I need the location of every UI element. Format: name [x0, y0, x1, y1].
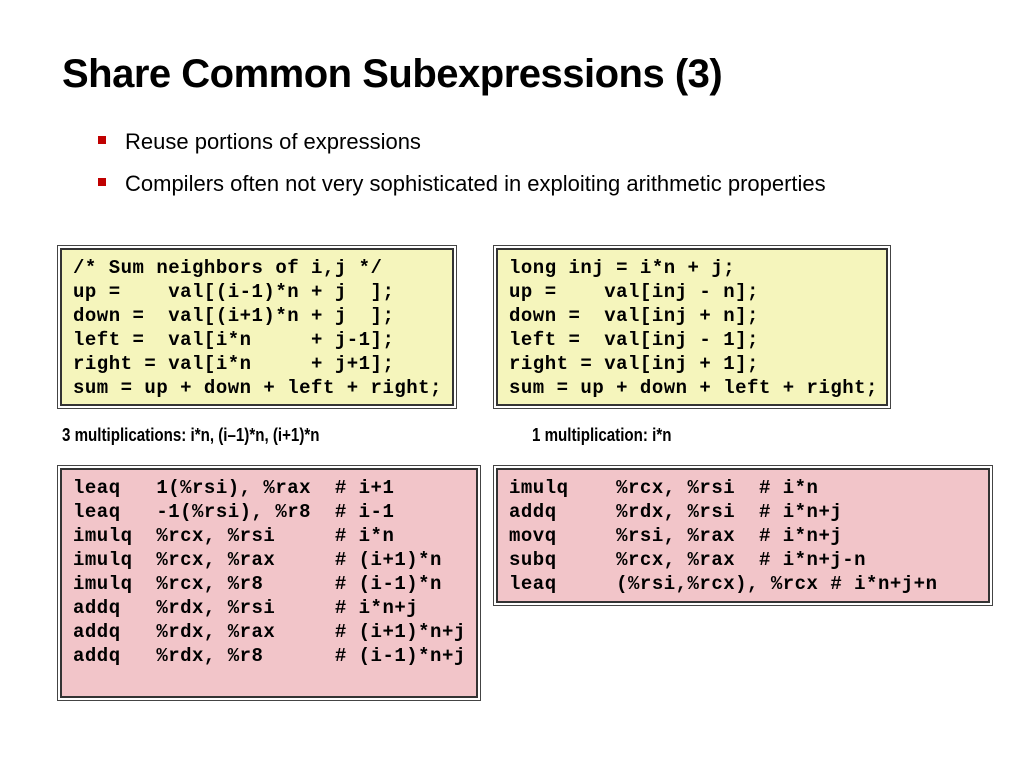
asm-block: imulq %rcx, %rsi # i*n addq %rdx, %rsi # …	[496, 468, 990, 603]
code-line: subq %rcx, %rax # i*n+j-n	[509, 549, 867, 571]
code-line: leaq -1(%rsi), %r8 # i-1	[73, 501, 395, 523]
code-line: imulq %rcx, %rsi # i*n	[73, 525, 395, 547]
code-line: up = val[(i-1)*n + j ];	[73, 281, 395, 303]
caption: 1 multiplication: i*n	[532, 425, 672, 445]
code-line: down = val[inj + n];	[509, 305, 759, 327]
code-line: left = val[inj - 1];	[509, 329, 759, 351]
asm-box: leaq 1(%rsi), %rax # i+1 leaq -1(%rsi), %…	[57, 465, 481, 701]
code-line: leaq (%rsi,%rcx), %rcx # i*n+j+n	[509, 573, 938, 595]
asm-box: imulq %rcx, %rsi # i*n addq %rdx, %rsi # …	[493, 465, 993, 606]
code-box: /* Sum neighbors of i,j */up = val[(i-1)…	[57, 245, 457, 409]
code-line: addq %rdx, %r8 # (i-1)*n+j	[73, 645, 466, 667]
code-line: imulq %rcx, %r8 # (i-1)*n	[73, 573, 442, 595]
code-line: up = val[inj - n];	[509, 281, 759, 303]
code-line: sum = up + down + left + right;	[73, 377, 442, 399]
bullet: Compilers often not very sophisticated i…	[96, 168, 866, 200]
code-line: movq %rsi, %rax # i*n+j	[509, 525, 843, 547]
bullet: Reuse portions of expressions	[96, 126, 866, 158]
code-line: right = val[i*n + j+1];	[73, 353, 395, 375]
code-line: long inj = i*n + j;	[509, 257, 736, 279]
caption: 3 multiplications: i*n, (i–1)*n, (i+1)*n	[62, 425, 320, 445]
code-line: addq %rdx, %rsi # i*n+j	[509, 501, 843, 523]
code-line: /* Sum neighbors of i,j */	[73, 257, 383, 279]
code-line: imulq %rcx, %rsi # i*n	[509, 477, 819, 499]
code-line: down = val[(i+1)*n + j ];	[73, 305, 395, 327]
code-line: addq %rdx, %rsi # i*n+j	[73, 597, 419, 619]
code-box: long inj = i*n + j; up = val[inj - n]; dow…	[493, 245, 891, 409]
code-line: left = val[i*n + j-1];	[73, 329, 395, 351]
slide-title: Share Common Subexpressions (3)	[62, 52, 723, 96]
code-line: sum = up + down + left + right;	[509, 377, 878, 399]
asm-block: leaq 1(%rsi), %rax # i+1 leaq -1(%rsi), %…	[60, 468, 478, 698]
code-block: long inj = i*n + j; up = val[inj - n]; dow…	[496, 248, 888, 406]
code-line: imulq %rcx, %rax # (i+1)*n	[73, 549, 442, 571]
bullet-list: Reuse portions of expressions Compilers …	[96, 126, 866, 210]
code-line: addq %rdx, %rax # (i+1)*n+j	[73, 621, 466, 643]
code-block: /* Sum neighbors of i,j */up = val[(i-1)…	[60, 248, 454, 406]
code-line: leaq 1(%rsi), %rax # i+1	[73, 477, 395, 499]
code-line: right = val[inj + 1];	[509, 353, 759, 375]
